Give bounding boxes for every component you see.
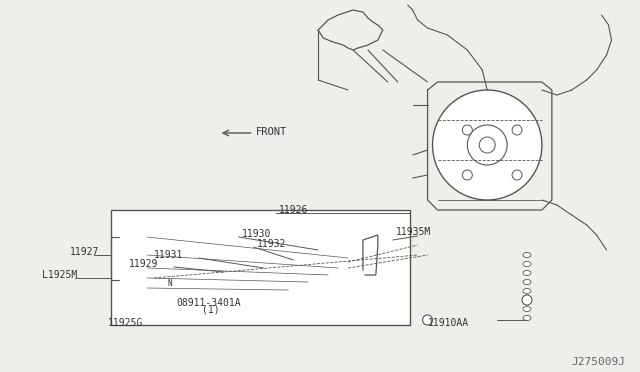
Bar bbox=[365, 245, 378, 265]
Text: J275009J: J275009J bbox=[572, 357, 626, 367]
Text: 11910AA: 11910AA bbox=[428, 318, 468, 328]
Ellipse shape bbox=[523, 289, 531, 294]
Text: 08911-3401A: 08911-3401A bbox=[176, 298, 241, 308]
Circle shape bbox=[462, 170, 472, 180]
Circle shape bbox=[479, 137, 495, 153]
Ellipse shape bbox=[523, 279, 531, 285]
Ellipse shape bbox=[523, 298, 531, 302]
Text: 11929: 11929 bbox=[129, 259, 159, 269]
Ellipse shape bbox=[523, 307, 531, 311]
Circle shape bbox=[462, 125, 472, 135]
Ellipse shape bbox=[316, 269, 321, 276]
Ellipse shape bbox=[523, 262, 531, 266]
Text: 11931: 11931 bbox=[154, 250, 184, 260]
Ellipse shape bbox=[286, 266, 300, 284]
Ellipse shape bbox=[259, 272, 268, 284]
Text: FRONT: FRONT bbox=[255, 127, 287, 137]
Ellipse shape bbox=[523, 315, 531, 321]
Text: L1925M: L1925M bbox=[42, 270, 77, 280]
Text: (1): (1) bbox=[202, 305, 220, 315]
Circle shape bbox=[522, 295, 532, 305]
Circle shape bbox=[174, 277, 194, 297]
Text: 11927: 11927 bbox=[70, 247, 99, 257]
Ellipse shape bbox=[253, 265, 275, 291]
Circle shape bbox=[512, 125, 522, 135]
Ellipse shape bbox=[523, 270, 531, 276]
Bar bbox=[111, 210, 410, 325]
Ellipse shape bbox=[261, 275, 266, 281]
Circle shape bbox=[467, 125, 507, 165]
Circle shape bbox=[167, 279, 177, 289]
Ellipse shape bbox=[291, 271, 296, 279]
Text: 11926: 11926 bbox=[278, 205, 308, 215]
Ellipse shape bbox=[523, 253, 531, 257]
Text: N: N bbox=[168, 279, 172, 289]
Circle shape bbox=[422, 315, 433, 325]
Circle shape bbox=[512, 170, 522, 180]
Circle shape bbox=[433, 90, 542, 200]
Circle shape bbox=[179, 282, 189, 292]
Text: 11932: 11932 bbox=[257, 239, 286, 249]
Ellipse shape bbox=[312, 265, 324, 281]
Text: 11935M: 11935M bbox=[396, 227, 431, 237]
Ellipse shape bbox=[215, 271, 233, 293]
Text: 11930: 11930 bbox=[242, 229, 271, 239]
Ellipse shape bbox=[220, 277, 228, 287]
Text: 11925G: 11925G bbox=[108, 318, 143, 328]
